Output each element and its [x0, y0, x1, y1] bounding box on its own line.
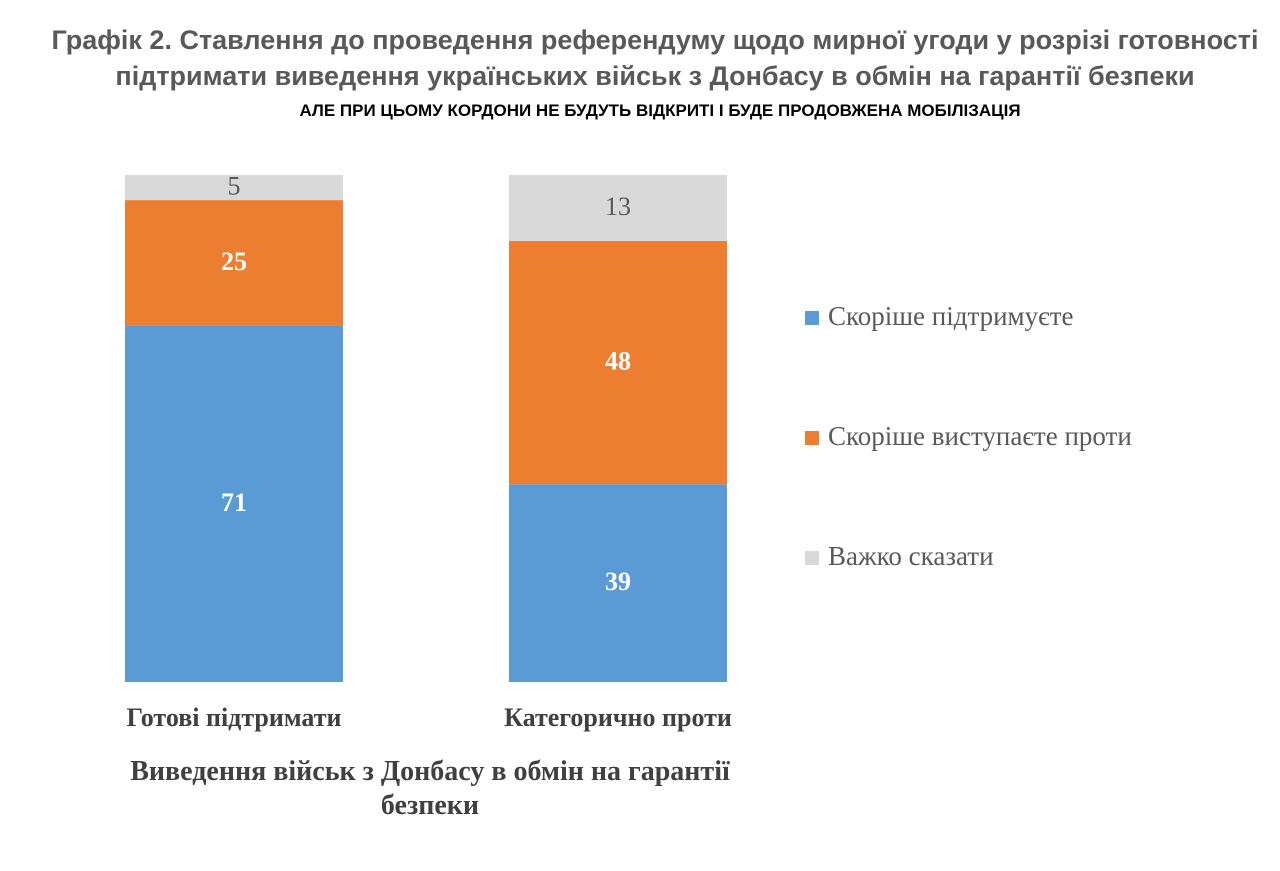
value-label: 5 [228, 172, 241, 201]
value-label: 13 [605, 192, 631, 221]
value-label: 39 [605, 567, 631, 596]
bar-segment [125, 175, 343, 201]
bar-segment [509, 484, 727, 682]
legend-swatch [805, 551, 819, 565]
x-axis-title: Виведення військ з Донбасу в обмін на га… [130, 756, 730, 821]
value-label: 25 [221, 247, 247, 276]
legend-swatch [805, 431, 819, 445]
chart-title: Графік 2. Ставлення до проведення рефере… [51, 25, 1259, 91]
value-label: 71 [221, 488, 247, 517]
legend-label: Скоріше виступаєте проти [828, 421, 1132, 451]
legend-label: Скоріше підтримуєте [828, 301, 1074, 331]
x-tick-label: Готові підтримати [127, 703, 342, 732]
x-tick-label: Категорично проти [504, 703, 732, 732]
legend-swatch [805, 311, 819, 325]
value-label: 48 [605, 347, 631, 376]
bar-segment [125, 325, 343, 682]
bar-segment [125, 200, 343, 326]
bar-segment [509, 240, 727, 485]
chart-subtitle: АЛЕ ПРИ ЦЬОМУ КОРДОНИ НЕ БУДУТЬ ВІДКРИТІ… [299, 101, 1021, 120]
legend-label: Важко сказати [828, 541, 994, 571]
bar-segment [509, 175, 727, 241]
